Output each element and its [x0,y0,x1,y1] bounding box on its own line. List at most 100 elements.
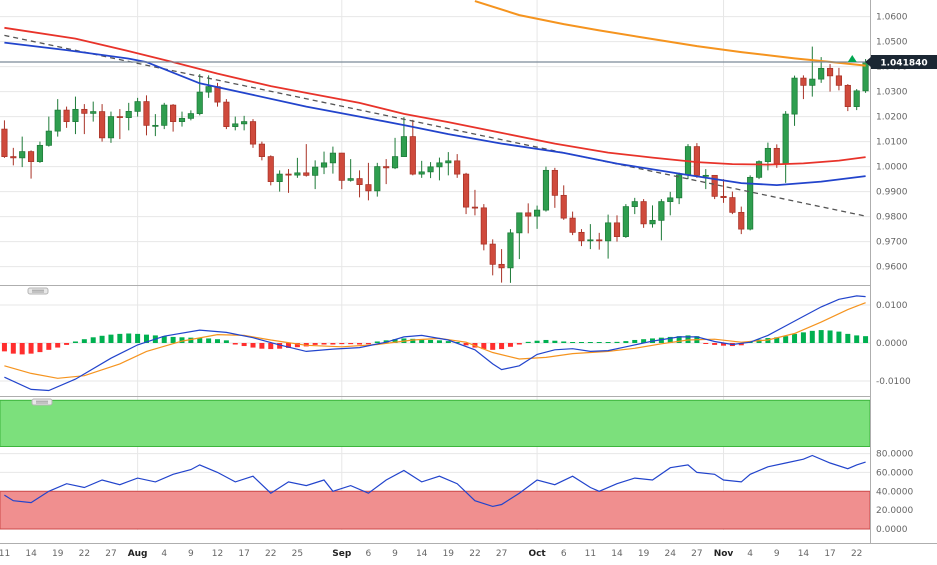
price-axis-label: 1.0200 [876,113,908,123]
macd-histogram-bar-up [641,339,647,343]
candle-down [338,152,345,181]
candle-up [19,151,26,159]
candle-down [10,156,17,159]
candle-up [196,91,203,114]
candle-up [374,166,381,192]
macd-histogram-bar-up [587,342,593,343]
macd-histogram-bar-up [561,341,567,343]
candle-up [649,219,656,225]
date-axis-day-label: 22 [469,549,480,559]
date-axis-day-label: 27 [105,549,116,559]
price-panel[interactable] [0,0,870,283]
candle-down [99,111,106,139]
stochastic-line [4,454,866,508]
last-price-tag-pointer [865,57,871,67]
macd-histogram-bar-up [170,336,176,343]
grip-icon[interactable] [27,287,49,295]
macd-histogram-bar-down [259,343,265,349]
macd-panel-resize-handle[interactable] [27,287,49,295]
macd-histogram-bar-down [321,343,327,345]
stoch-panel-resize-handle[interactable] [31,398,53,406]
macd-panel[interactable] [1,295,869,392]
candle-up [134,101,141,112]
price-axis-label: 1.0300 [876,88,908,98]
macd-histogram-bar-up [445,341,451,343]
candle-up [152,124,159,127]
candle-down [116,116,123,118]
candle-up [764,147,771,162]
moving-average-red [4,26,866,166]
date-axis-day-label: 27 [691,549,702,559]
macd-histogram-bar-up [809,330,815,343]
macd-histogram-bar-down [712,343,718,345]
time-axis-surface[interactable] [0,543,937,565]
stoch-axis-label: 20.0000 [876,506,913,516]
macd-histogram-bar-up [827,330,833,343]
macd-histogram-bar-up [836,331,842,343]
macd-histogram-bar-up [161,336,167,343]
macd-histogram-bar-up [419,339,425,343]
macd-histogram-bar-up [783,336,789,343]
plot-background[interactable] [0,0,870,543]
macd-line [4,295,866,392]
stochastic-panel[interactable] [0,399,871,530]
macd-histogram-bar-down [277,343,283,349]
date-axis-day-label: 19 [52,549,64,559]
candle-down [471,206,479,209]
macd-histogram-bar-down [348,343,354,345]
candle-up [782,113,789,164]
date-axis-day-label: 14 [416,549,428,559]
macd-histogram-bar-up [543,339,549,343]
candle-down [560,194,567,219]
date-axis-day-label: 14 [25,549,37,559]
candle-up [818,67,825,80]
date-axis-month-label: Nov [714,549,734,559]
macd-histogram-bar-up [525,341,531,343]
macd-histogram-bar-up [90,337,96,343]
macd-histogram-bar-up [658,337,664,343]
date-axis-day-label: 17 [824,549,835,559]
date-axis-day-label: 11 [585,549,596,559]
moving-average-orange [474,0,866,67]
macd-histogram-bar-up [863,336,869,343]
candle-down [720,195,727,198]
date-axis-day-label: 4 [161,549,167,559]
candle-down [27,151,35,162]
macd-histogram-bar-up [135,333,141,343]
candle-up [534,209,541,217]
candle-up [54,109,61,132]
macd-histogram-bar-up [126,333,132,343]
macd-histogram-bar-down [738,343,744,346]
price-axis-label: 0.9900 [876,188,908,198]
macd-histogram-bar-down [46,343,52,350]
candle-down [844,84,851,107]
date-axis-day-label: 17 [238,549,249,559]
candle-up [702,174,709,177]
date-axis-day-label: 12 [212,549,223,559]
macd-histogram-bar-down [312,343,318,345]
stoch-axis-label: 80.0000 [876,450,913,460]
date-axis-day-label: 19 [638,549,650,559]
candle-down [223,101,230,127]
candle-up [658,201,665,221]
macd-histogram-bar-down [357,343,363,345]
price-axis-surface[interactable] [870,0,937,543]
candle-up [676,174,683,199]
candle-up [631,201,638,207]
macd-histogram-bar-up [99,335,105,343]
candle-up [45,130,52,146]
macd-histogram-bar-down [463,343,469,346]
date-axis-day-label: 25 [292,549,303,559]
macd-histogram-bar-up [143,334,149,343]
last-price-value: 1.041840 [880,59,927,69]
macd-histogram-bar-up [108,334,114,343]
macd-histogram-bar-up [818,330,824,343]
candle-up [587,239,594,242]
date-axis-day-label: 9 [188,549,194,559]
candle-up [516,212,523,234]
macd-histogram-bar-down [481,343,487,350]
candle-down [498,263,505,269]
date-axis-day-label: 4 [747,549,753,559]
grip-icon[interactable] [31,398,53,406]
